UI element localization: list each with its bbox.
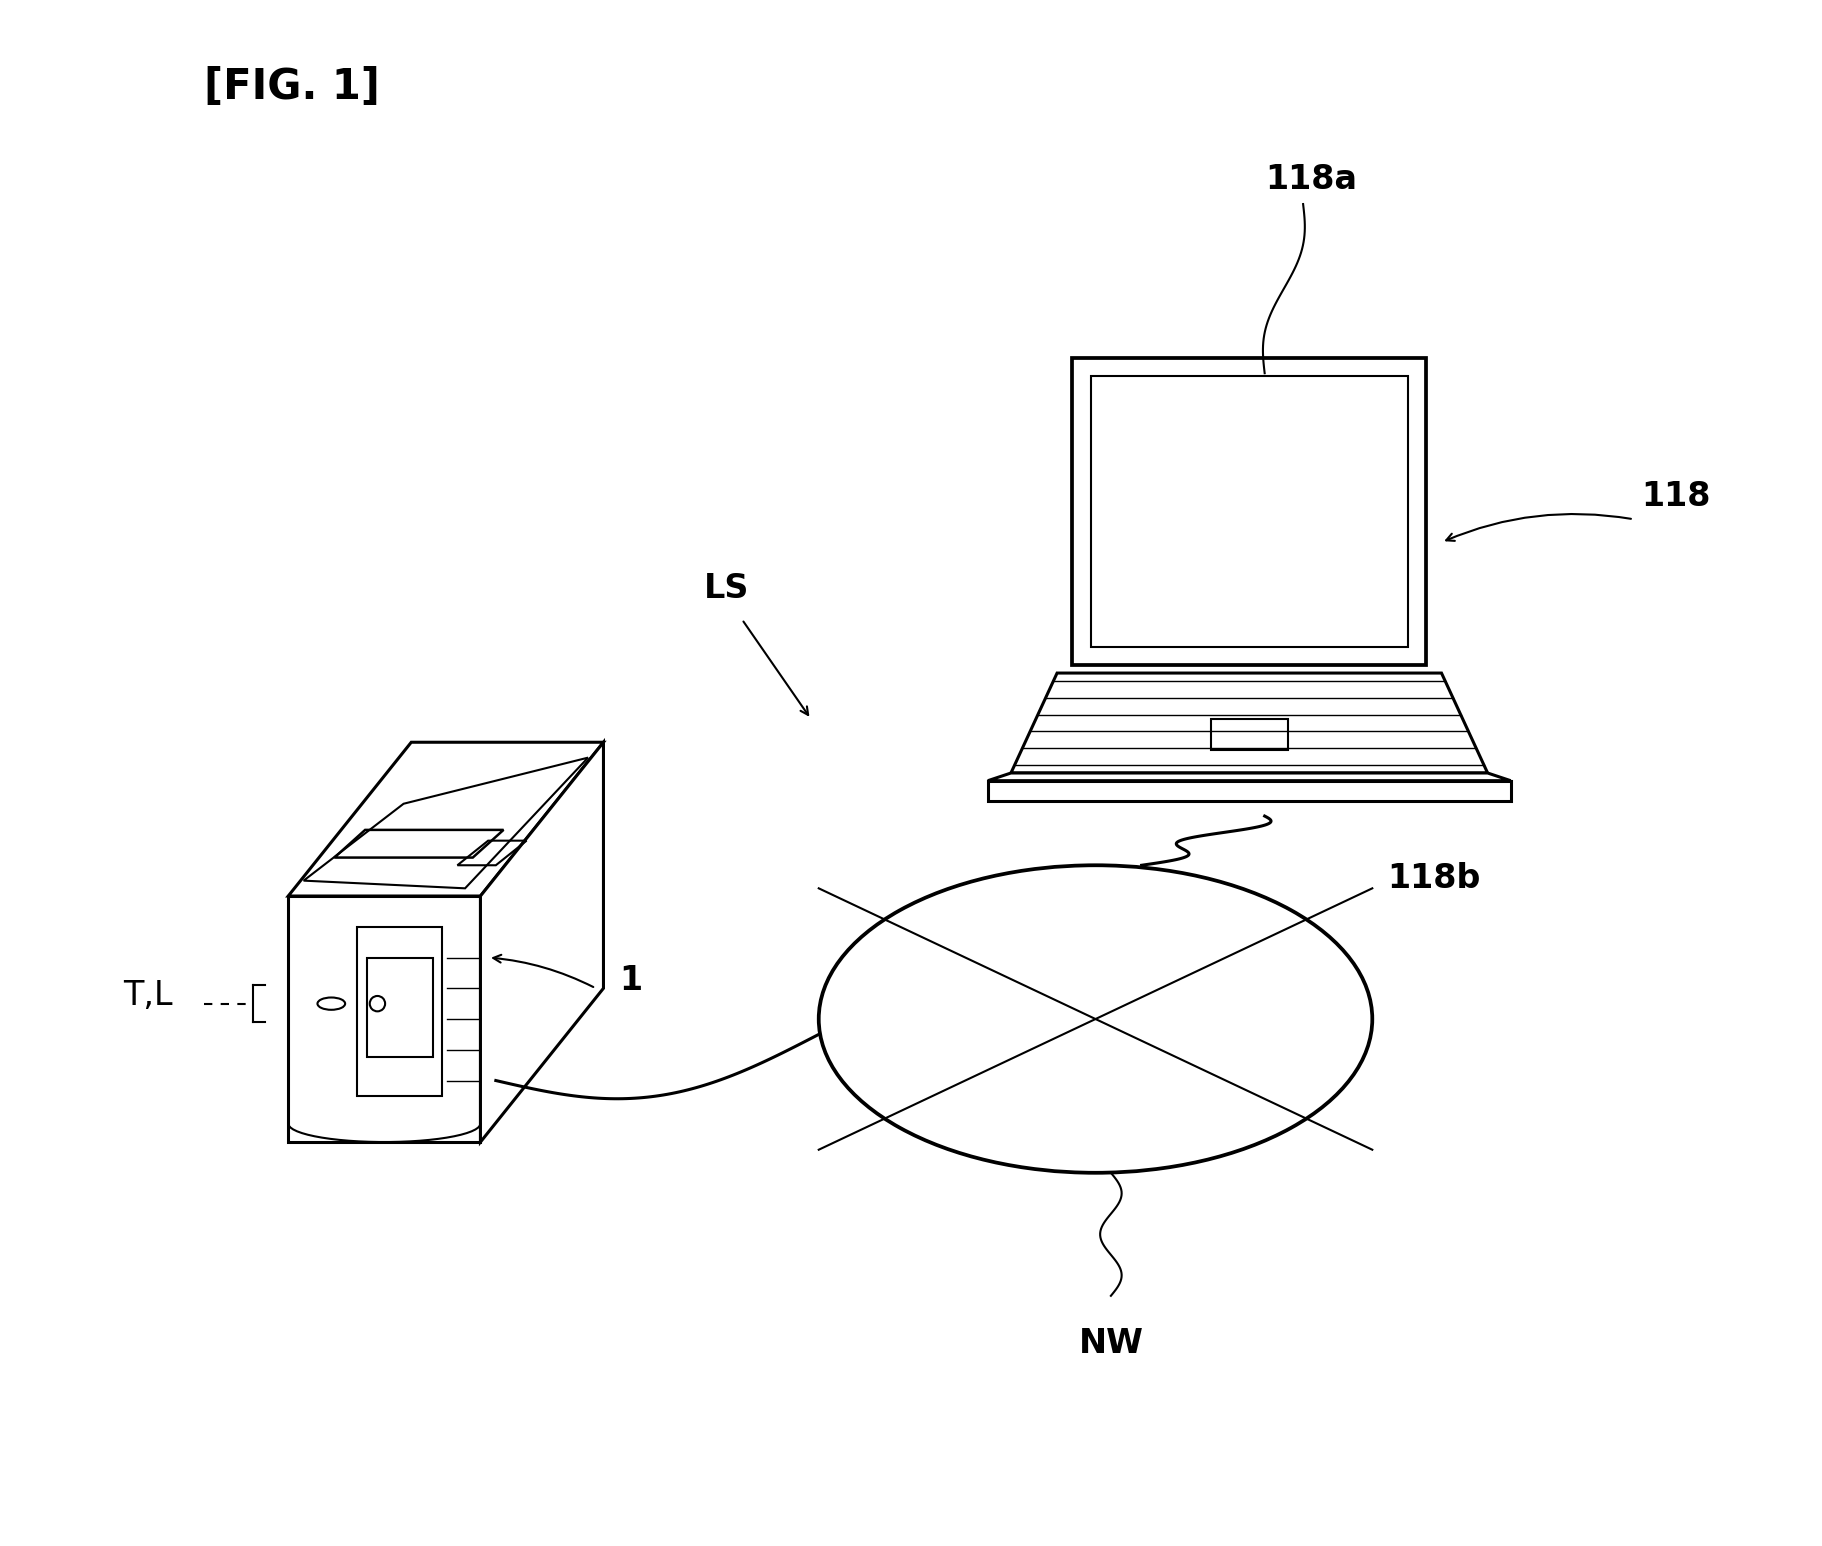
Polygon shape — [1091, 376, 1408, 646]
Text: 118a: 118a — [1264, 164, 1357, 196]
Text: T,L: T,L — [124, 980, 173, 1013]
Polygon shape — [288, 897, 481, 1142]
Text: 118b: 118b — [1387, 863, 1481, 895]
Text: [FIG. 1]: [FIG. 1] — [204, 65, 379, 108]
Polygon shape — [481, 742, 603, 1142]
Polygon shape — [988, 773, 1510, 781]
Text: LS: LS — [703, 572, 749, 604]
Text: 1: 1 — [619, 965, 641, 997]
Text: NW: NW — [1079, 1326, 1144, 1359]
Text: 118: 118 — [1642, 479, 1711, 513]
Polygon shape — [1011, 673, 1487, 773]
Polygon shape — [988, 781, 1510, 801]
Polygon shape — [288, 742, 603, 897]
Polygon shape — [1073, 357, 1427, 665]
Bar — [1212, 719, 1288, 750]
